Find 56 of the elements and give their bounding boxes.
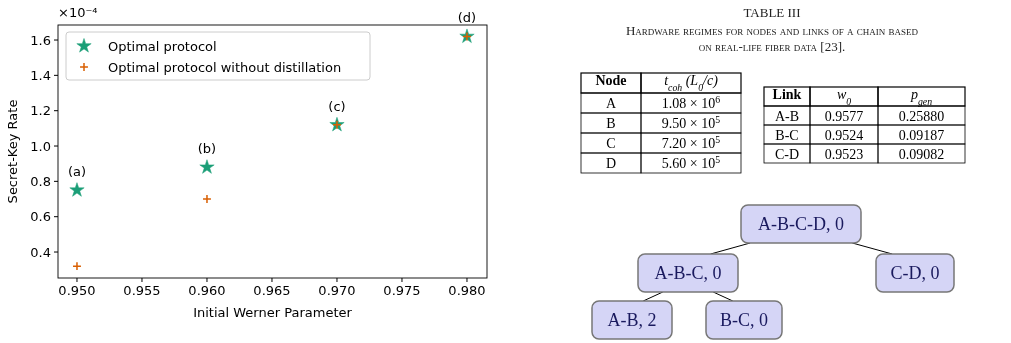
text: A-B-C-D, 0 xyxy=(758,214,844,234)
x-tick-label: 0.970 xyxy=(318,283,356,298)
text: 0.25880 xyxy=(898,108,945,124)
text: 0.09082 xyxy=(898,146,945,162)
x-tick-label: 0.975 xyxy=(383,283,421,298)
text: C xyxy=(606,136,616,151)
category-label: Link xyxy=(772,86,802,102)
text: 9.50 × 10$^{5}$ xyxy=(661,113,721,131)
category-label: t$_{coh}$ (L$_{0}$/c) xyxy=(664,73,719,93)
point xyxy=(202,194,212,204)
y-tick-label: 0.6 xyxy=(30,209,51,225)
text: D xyxy=(605,156,617,171)
text: ×10⁻⁴ xyxy=(58,5,98,20)
category-label: Node xyxy=(595,73,627,88)
point xyxy=(199,159,215,174)
x-axis-title: Initial Werner Parameter xyxy=(193,305,353,320)
legend-label: Optimal protocol without distillation xyxy=(108,60,342,75)
y-tick-label: 0.8 xyxy=(30,173,51,189)
category-label: p$_{gen}$ xyxy=(909,86,933,106)
text: 7.20 × 10$^{5}$ xyxy=(661,133,721,151)
text: A-B xyxy=(774,108,800,124)
text: C-D, 0 xyxy=(890,263,940,283)
y-tick-label: 1.4 xyxy=(30,67,51,83)
x-tick-label: 0.965 xyxy=(253,283,291,298)
text: 0.9577 xyxy=(824,108,864,124)
text: 0.9523 xyxy=(824,146,864,162)
text: 1.08 × 10$^{6}$ xyxy=(661,93,721,111)
text: C-D xyxy=(774,146,800,162)
text: TABLE III xyxy=(743,5,801,20)
y-tick-label: 1.6 xyxy=(30,32,51,48)
text: 0.09187 xyxy=(898,127,945,143)
x-tick-label: 0.960 xyxy=(188,283,226,298)
text: 5.60 × 10$^{5}$ xyxy=(661,153,721,171)
annotation: (d) xyxy=(457,10,477,26)
y-tick-label: 1.2 xyxy=(30,103,51,119)
y-axis-title: Secret-Key Rate xyxy=(5,99,20,204)
text: A-B-C, 0 xyxy=(654,263,722,283)
category-label: w$_{0}$ xyxy=(836,86,852,106)
annotation: (a) xyxy=(67,164,87,180)
x-tick-label: 0.950 xyxy=(58,283,96,298)
y-tick-label: 0.4 xyxy=(30,244,51,260)
text: B-C, 0 xyxy=(719,310,769,330)
x-tick-label: 0.955 xyxy=(123,283,161,298)
point xyxy=(69,182,85,197)
y-tick-label: 1.0 xyxy=(30,138,51,154)
text: Hardware regimes for nodes and links of a chain based on real-life fiber data [23]. xyxy=(625,23,919,54)
text: A-B, 2 xyxy=(607,310,657,330)
text: B-C xyxy=(775,127,799,143)
point xyxy=(72,261,82,271)
legend-label: Optimal protocol xyxy=(108,39,217,54)
text: B xyxy=(606,116,616,131)
text: 0.9524 xyxy=(824,127,864,143)
text: A xyxy=(605,96,617,111)
annotation: (b) xyxy=(197,141,217,157)
annotation: (c) xyxy=(328,98,346,114)
x-tick-label: 0.980 xyxy=(448,283,486,298)
